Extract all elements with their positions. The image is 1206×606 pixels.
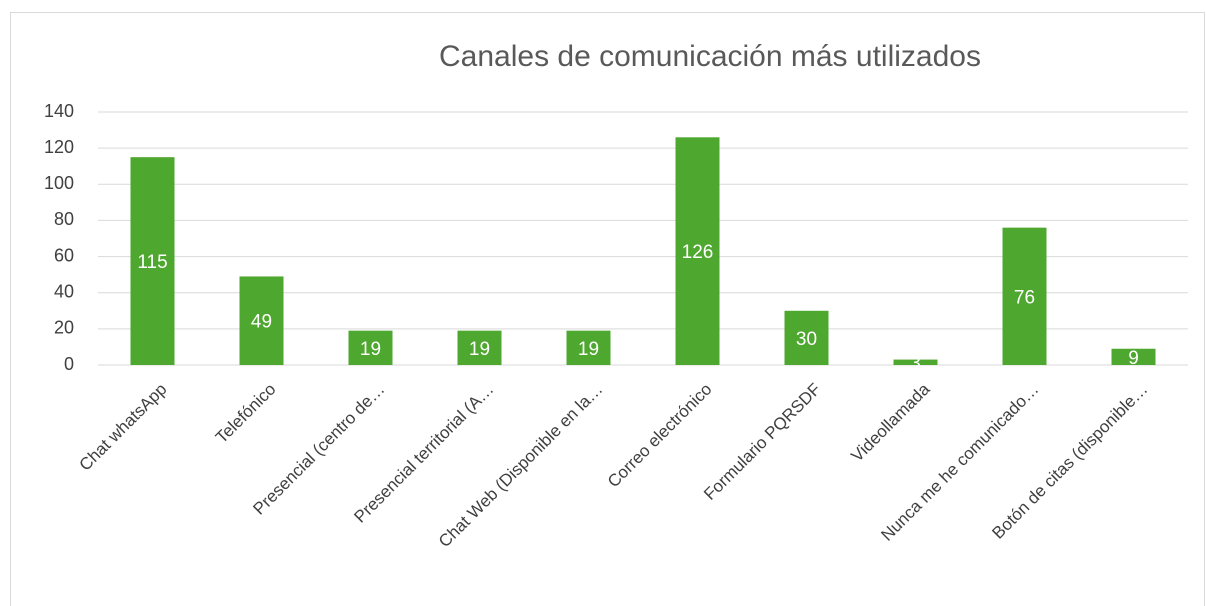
chart-title: Canales de comunicación más utilizados (439, 40, 981, 73)
y-tick-label: 40 (54, 281, 74, 301)
y-tick-label: 0 (64, 354, 74, 374)
bar (566, 330, 611, 365)
bar (893, 359, 938, 365)
chart-frame (10, 12, 1205, 606)
x-tick-label: Telefónico (212, 380, 280, 448)
data-label: 126 (682, 242, 714, 263)
bar (348, 330, 393, 365)
bar (784, 310, 829, 365)
bar (130, 157, 175, 365)
x-tick-label: Correo electrónico (604, 380, 716, 492)
x-tick-label: Chat whatsApp (76, 380, 171, 475)
data-label: 19 (578, 339, 599, 360)
data-label: 49 (251, 312, 272, 333)
data-label: 19 (469, 339, 490, 360)
y-tick-label: 80 (54, 209, 74, 229)
y-tick-label: 120 (44, 137, 74, 157)
x-tick-label: Formulario PQRSDF (700, 380, 824, 504)
bar (675, 137, 720, 365)
y-tick-label: 140 (44, 101, 74, 121)
bar (239, 276, 284, 365)
y-tick-label: 20 (54, 318, 74, 338)
data-label: 30 (796, 329, 817, 350)
bar (1002, 227, 1047, 365)
data-label: 9 (1128, 348, 1139, 369)
bar (1111, 348, 1156, 365)
y-tick-label: 60 (54, 245, 74, 265)
data-label: 115 (137, 252, 167, 273)
data-label: 3 (910, 353, 921, 374)
bar (457, 330, 502, 365)
data-label: 19 (360, 339, 381, 360)
y-tick-label: 100 (44, 173, 74, 193)
data-label: 76 (1014, 287, 1035, 308)
x-tick-label: Videollamada (847, 379, 933, 465)
